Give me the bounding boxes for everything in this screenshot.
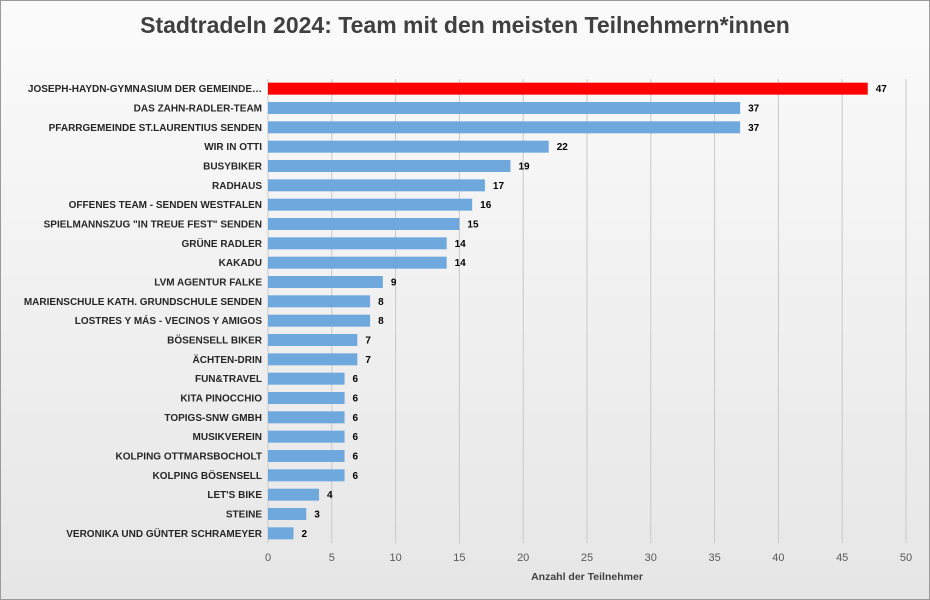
data-label: 6 xyxy=(353,374,359,385)
category-label: KOLPING BÖSENSELL xyxy=(153,469,262,482)
bar xyxy=(268,488,320,501)
category-label: BÖSENSELL BIKER xyxy=(167,334,263,347)
data-label: 47 xyxy=(876,84,888,95)
data-label: 6 xyxy=(353,432,359,443)
data-label: 37 xyxy=(748,123,760,134)
category-label: SPIELMANNSZUG "IN TREUE FEST" SENDEN xyxy=(44,220,262,231)
category-label: GRÜNE RADLER xyxy=(181,237,262,250)
data-label: 19 xyxy=(518,162,530,173)
bar xyxy=(268,527,294,540)
bar xyxy=(268,179,485,192)
category-label: DAS ZAHN-RADLER-TEAM xyxy=(134,104,262,115)
x-tick-label: 5 xyxy=(329,552,335,564)
data-label: 37 xyxy=(748,104,760,115)
x-tick-label: 30 xyxy=(645,552,657,564)
category-label: BUSYBIKER xyxy=(203,162,263,173)
x-tick-label: 50 xyxy=(900,552,912,564)
category-label: KOLPING OTTMARSBOCHOLT xyxy=(116,452,262,463)
data-label: 17 xyxy=(493,181,505,192)
data-label: 2 xyxy=(302,529,308,540)
category-label: VERONIKA UND GÜNTER SCHRAMEYER xyxy=(66,527,263,540)
data-label: 4 xyxy=(327,490,333,501)
x-axis-title: Anzahl der Teilnehmer xyxy=(531,571,643,583)
category-label: MARIENSCHULE KATH. GRUNDSCHULE SENDEN xyxy=(24,297,262,308)
bar xyxy=(268,295,371,308)
x-tick-label: 0 xyxy=(265,552,271,564)
bar xyxy=(268,237,447,250)
x-tick-label: 40 xyxy=(772,552,784,564)
bar xyxy=(268,198,473,211)
bar xyxy=(268,372,345,385)
bar xyxy=(268,411,345,424)
data-label: 3 xyxy=(314,510,320,521)
bar xyxy=(268,508,307,520)
bar xyxy=(268,450,345,462)
category-label: LET'S BIKE xyxy=(207,490,262,501)
bar xyxy=(268,121,741,134)
bar xyxy=(268,256,447,269)
data-label: 7 xyxy=(365,355,371,366)
chart-title: Stadtradeln 2024: Team mit den meisten T… xyxy=(140,12,790,38)
bar xyxy=(268,353,358,366)
data-label: 22 xyxy=(557,142,569,153)
data-label: 9 xyxy=(391,278,397,289)
data-label: 8 xyxy=(378,316,384,327)
data-label: 6 xyxy=(353,413,359,424)
data-label: 6 xyxy=(353,452,359,463)
data-label: 7 xyxy=(365,336,371,347)
bar xyxy=(268,160,511,172)
category-label: MUSIKVEREIN xyxy=(193,432,262,443)
bar xyxy=(268,469,345,482)
category-label: KAKADU xyxy=(219,258,262,269)
category-label: TOPIGS-SNW GMBH xyxy=(164,413,262,424)
bar xyxy=(268,314,371,327)
category-label: ÄCHTEN-DRIN xyxy=(193,353,262,366)
bar xyxy=(268,218,460,230)
bar xyxy=(268,276,383,288)
bar xyxy=(268,430,345,443)
x-tick-label: 35 xyxy=(708,552,720,564)
data-label: 6 xyxy=(353,394,359,405)
data-label: 16 xyxy=(480,200,492,211)
category-label: FUN&TRAVEL xyxy=(195,374,262,385)
bar xyxy=(268,140,549,153)
data-label: 6 xyxy=(353,471,359,482)
data-label: 15 xyxy=(467,220,479,231)
x-tick-label: 25 xyxy=(581,552,593,564)
category-label: LOSTRES Y MÁS - VECINOS Y AMIGOS xyxy=(75,314,263,327)
bar xyxy=(268,392,345,404)
category-label: PFARRGEMEINDE ST.LAURENTIUS SENDEN xyxy=(49,123,262,134)
category-label: JOSEPH-HAYDN-GYMNASIUM DER GEMEINDE… xyxy=(28,84,262,95)
category-label: KITA PINOCCHIO xyxy=(180,394,262,405)
bar xyxy=(268,334,358,346)
category-label: OFFENES TEAM - SENDEN WESTFALEN xyxy=(69,200,262,211)
data-label: 14 xyxy=(455,239,467,250)
data-label: 8 xyxy=(378,297,384,308)
category-label: RADHAUS xyxy=(212,181,262,192)
category-label: LVM AGENTUR FALKE xyxy=(154,278,262,289)
data-label: 14 xyxy=(455,258,467,269)
x-tick-label: 20 xyxy=(517,552,529,564)
bar xyxy=(268,102,741,114)
bar xyxy=(268,82,868,95)
category-label: WIR IN OTTI xyxy=(204,142,262,153)
x-tick-label: 45 xyxy=(836,552,848,564)
category-label: STEINE xyxy=(226,510,262,521)
x-tick-label: 10 xyxy=(389,552,401,564)
x-tick-label: 15 xyxy=(453,552,465,564)
